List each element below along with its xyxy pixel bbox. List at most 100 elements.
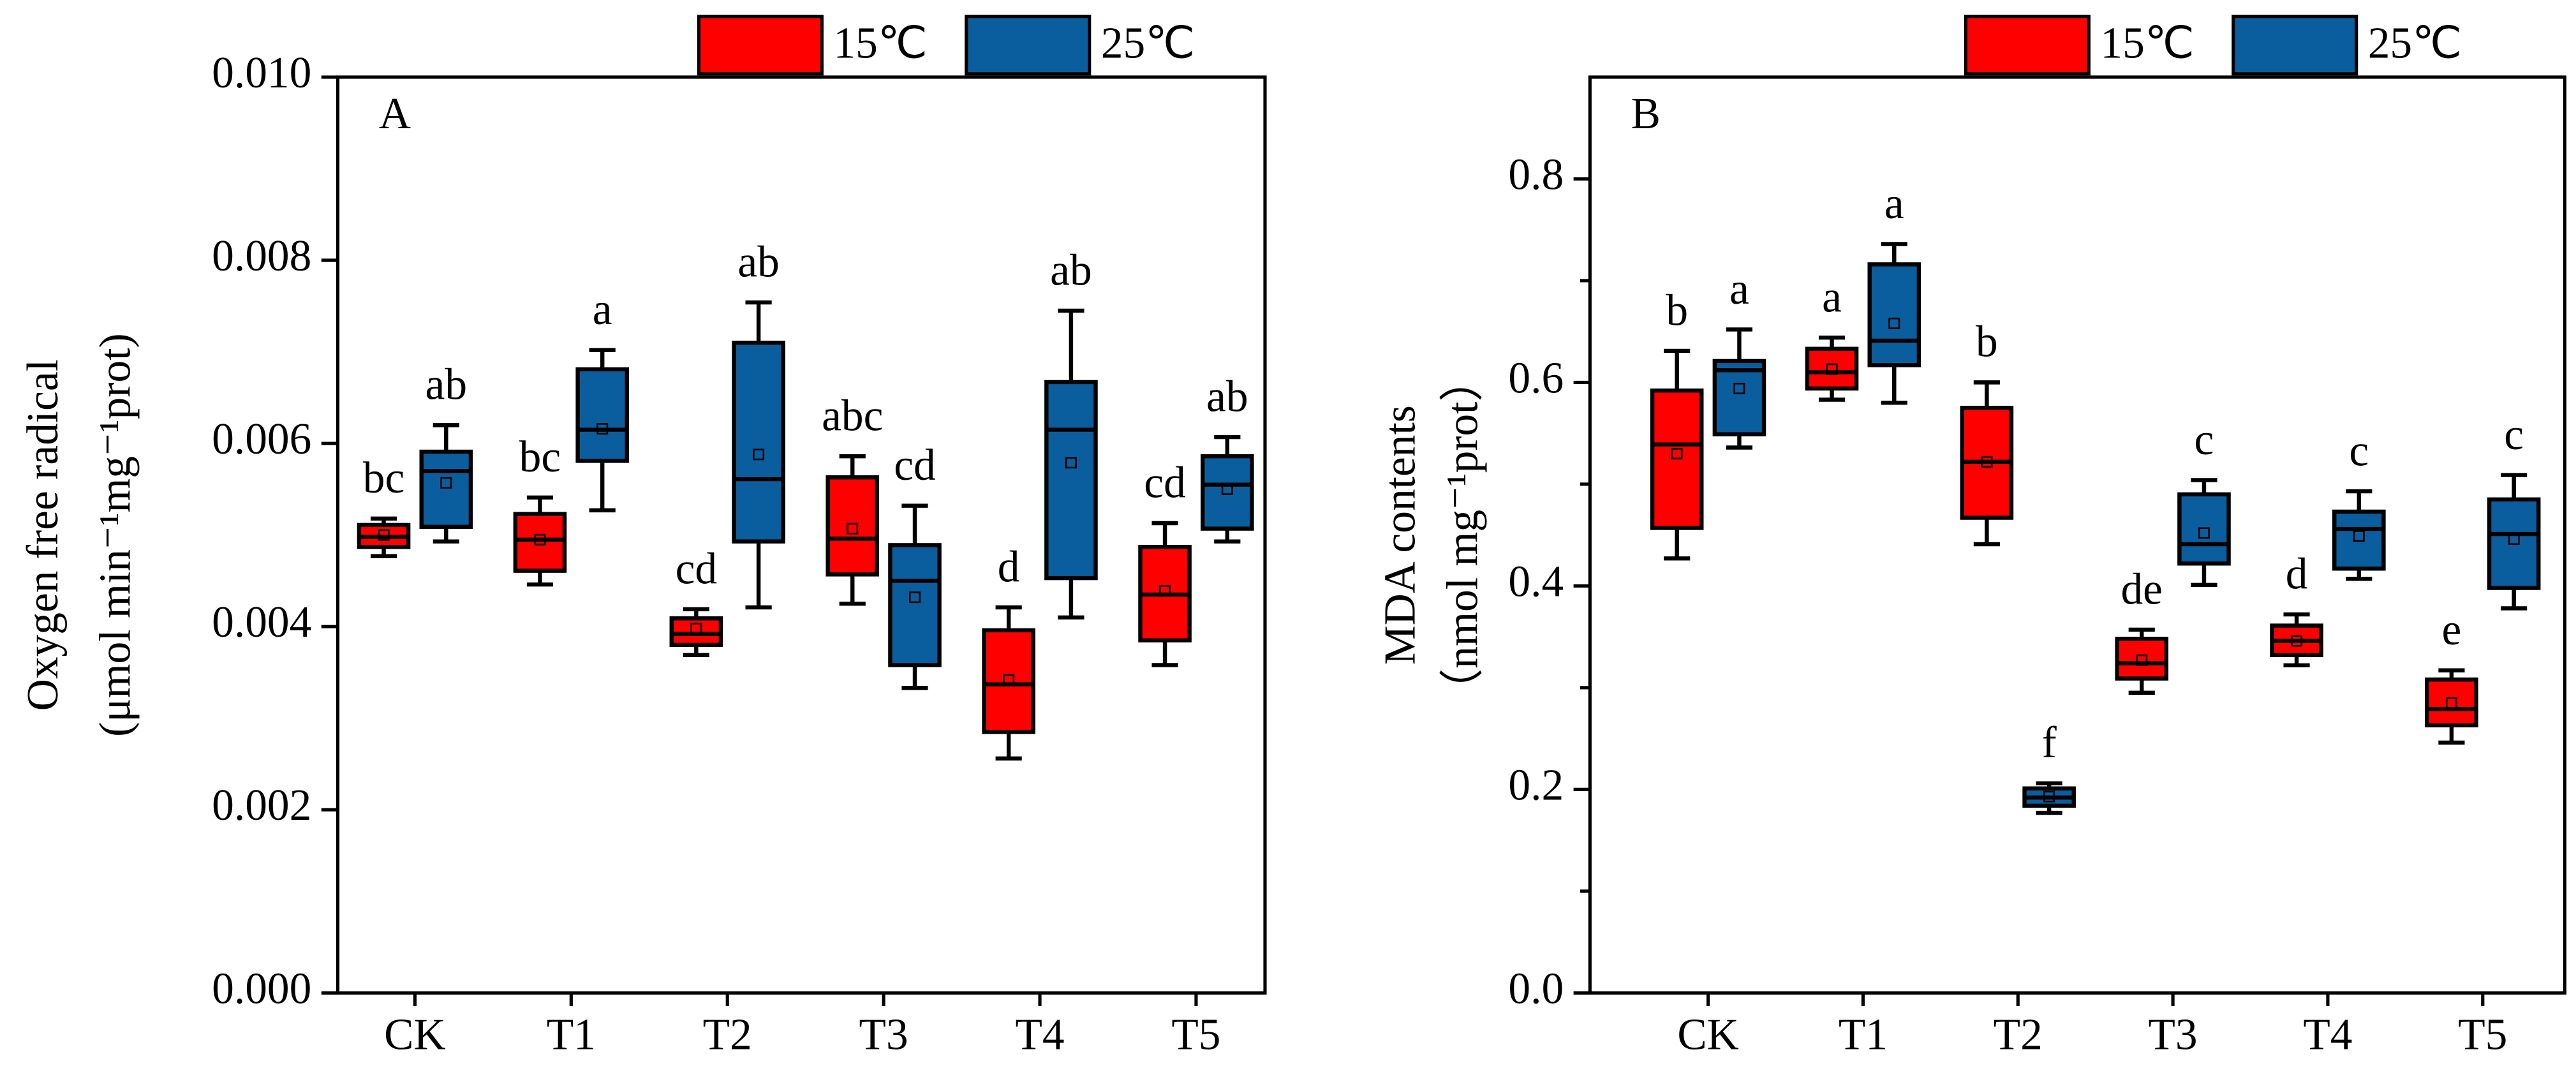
box xyxy=(2425,677,2478,728)
box xyxy=(2332,509,2386,571)
legend-swatch xyxy=(697,15,824,76)
significance-label: bc xyxy=(519,433,561,482)
box-group: a xyxy=(575,285,630,513)
significance-label: abc xyxy=(822,392,883,441)
significance-label: bc xyxy=(363,454,405,503)
significance-label: cd xyxy=(676,544,718,593)
significance-label: d xyxy=(2286,549,2308,598)
x-tick-label: T5 xyxy=(2458,1010,2507,1059)
significance-label: ab xyxy=(737,237,780,286)
box-group: b xyxy=(1960,318,2014,547)
significance-label: c xyxy=(2504,410,2524,459)
legend-label: 25℃ xyxy=(1101,19,1195,68)
significance-label: a xyxy=(593,285,612,334)
significance-label: e xyxy=(2442,605,2462,655)
box-group: d xyxy=(982,542,1035,761)
y-tick-label: 0.006 xyxy=(212,415,311,464)
significance-label: c xyxy=(2349,426,2369,475)
significance-label: de xyxy=(2121,565,2163,614)
mean-marker xyxy=(1826,363,1838,375)
y-tick-label: 0.0 xyxy=(1508,964,1564,1013)
legend-swatch xyxy=(1964,15,2091,76)
box-group: a xyxy=(1867,179,1921,405)
box xyxy=(513,512,567,573)
box xyxy=(2115,637,2169,681)
y-tick-label: 0.6 xyxy=(1508,353,1564,403)
y-tick-label: 0.002 xyxy=(212,781,311,830)
significance-label: a xyxy=(1822,273,1842,322)
mean-marker xyxy=(1733,382,1745,394)
box-group: e xyxy=(2425,605,2478,745)
legend-label: 15℃ xyxy=(2100,19,2194,68)
panel-label: A xyxy=(379,89,411,138)
mean-marker xyxy=(1065,457,1077,469)
box xyxy=(825,475,880,577)
box xyxy=(982,628,1035,734)
legend-label: 25℃ xyxy=(2368,19,2462,68)
mean-marker xyxy=(1003,674,1015,686)
box-group: de xyxy=(2115,565,2169,695)
y-tick-label: 0.004 xyxy=(212,598,311,647)
box xyxy=(1805,346,1859,391)
y-tick-label: 0.008 xyxy=(212,232,311,281)
box-group: b xyxy=(1650,286,1704,561)
mean-marker xyxy=(378,529,390,541)
box xyxy=(669,616,723,648)
mean-marker xyxy=(534,533,546,545)
mean-marker xyxy=(1221,483,1233,495)
panel-label: B xyxy=(1631,89,1661,138)
x-tick-label: T3 xyxy=(859,1010,908,1059)
mean-marker xyxy=(2136,654,2148,666)
box xyxy=(1044,380,1098,581)
mean-marker xyxy=(1888,317,1900,329)
box-group: a xyxy=(1805,273,1859,402)
significance-label: c xyxy=(2195,415,2214,464)
x-tick-label: T2 xyxy=(1994,1010,2043,1059)
box xyxy=(1867,262,1921,367)
box xyxy=(1201,454,1254,531)
box xyxy=(2177,492,2231,566)
box-group: bc xyxy=(357,454,411,558)
mean-marker xyxy=(440,477,452,489)
box xyxy=(888,543,942,667)
significance-label: b xyxy=(1666,286,1688,335)
box-group: c xyxy=(2487,410,2541,611)
box-group: cd xyxy=(1138,458,1192,667)
box-group: cd xyxy=(669,544,723,657)
y-tick-label: 0.4 xyxy=(1508,557,1564,606)
box xyxy=(1712,359,1766,436)
mean-marker xyxy=(2508,533,2520,545)
mean-marker xyxy=(1159,585,1171,597)
plot-frame xyxy=(1588,75,2566,995)
significance-label: d xyxy=(998,542,1020,591)
y-tick-label: 0.000 xyxy=(212,964,311,1013)
mean-marker xyxy=(1671,448,1683,460)
box-group: c xyxy=(2177,415,2231,588)
mean-marker xyxy=(2043,790,2055,803)
significance-label: cd xyxy=(1144,458,1186,507)
box-group: bc xyxy=(513,433,567,587)
x-tick-label: T5 xyxy=(1171,1010,1220,1059)
box-group: c xyxy=(2332,426,2386,581)
x-tick-label: T1 xyxy=(547,1010,596,1059)
significance-label: cd xyxy=(894,441,936,490)
mean-marker xyxy=(753,449,765,461)
y-axis-label: （nmol mg⁻¹prot） xyxy=(1438,357,1487,713)
box-group: a xyxy=(1712,265,1766,450)
y-axis-label: Oxygen free radical xyxy=(19,359,68,711)
y-axis-label: MDA contents xyxy=(1376,405,1425,665)
legend-label: 15℃ xyxy=(833,19,927,68)
mean-marker xyxy=(2198,527,2210,539)
mean-marker xyxy=(847,523,859,535)
y-axis-label: (μmol min⁻¹mg⁻¹prot) xyxy=(91,333,140,736)
mean-marker xyxy=(1981,456,1993,468)
x-tick-label: T4 xyxy=(1015,1010,1064,1059)
x-tick-label: CK xyxy=(1677,1010,1738,1059)
box-group: ab xyxy=(419,360,473,544)
box xyxy=(732,340,785,544)
legend-swatch xyxy=(965,15,1092,76)
box xyxy=(575,367,630,463)
significance-label: b xyxy=(1976,318,1998,367)
significance-label: a xyxy=(1729,265,1749,314)
